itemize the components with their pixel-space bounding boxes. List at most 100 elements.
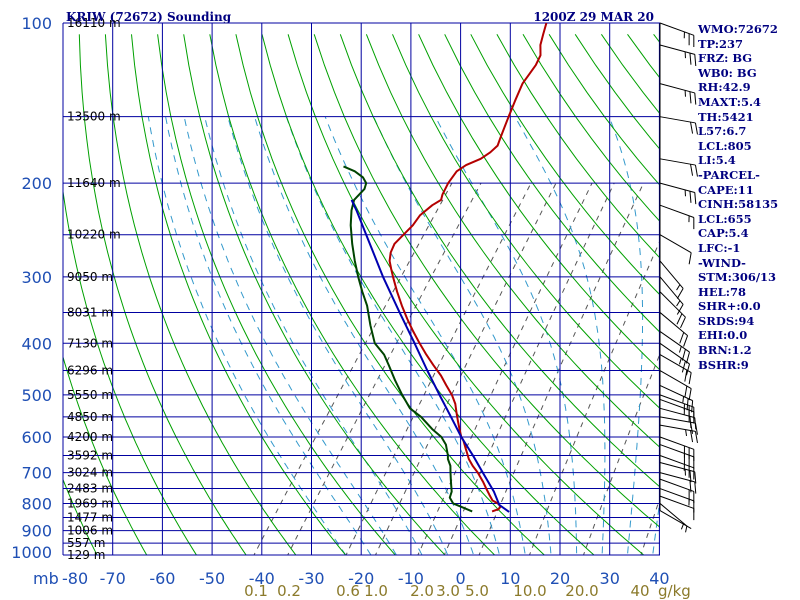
- index-item: LCL:655: [698, 211, 752, 226]
- mixing-ratio-label: 10.0: [513, 582, 546, 600]
- pressure-tick-label: 600: [21, 428, 52, 447]
- isobar-lines: [63, 22, 660, 556]
- parcel-path: [350, 199, 510, 513]
- index-item: LFC:-1: [698, 240, 741, 255]
- height-label: 7130 m: [67, 336, 113, 350]
- wind-barb-shaft: [659, 436, 694, 450]
- wind-barb-flag: [691, 400, 694, 413]
- index-item: MAXT:5.4: [698, 94, 761, 109]
- pressure-tick-label: 100: [21, 14, 52, 33]
- wind-barb-half-flag: [680, 523, 685, 530]
- wind-barb-shaft: [659, 291, 686, 318]
- wind-barb-shaft: [659, 182, 695, 193]
- dry-adiabat: [157, 34, 396, 555]
- mixing-ratio-label: 5.0: [465, 582, 489, 600]
- wind-barb: [659, 204, 695, 230]
- index-item: FRZ: BG: [698, 51, 753, 66]
- pressure-tick-label: 1000: [11, 543, 52, 562]
- wind-barb-flag: [689, 91, 692, 104]
- height-label: 5550 m: [67, 388, 113, 402]
- wind-barb-shaft: [659, 424, 696, 432]
- height-label: 4850 m: [67, 410, 113, 424]
- wind-barb-shaft: [659, 478, 694, 492]
- wind-barb-half-flag: [676, 284, 681, 291]
- wind-barb: [659, 455, 695, 480]
- dry-adiabat: [496, 34, 660, 259]
- temperature-tick-label: -30: [298, 569, 324, 588]
- wind-barb-shaft: [659, 204, 694, 218]
- wind-barb-flag: [694, 92, 697, 105]
- pressure-tick-label: 900: [21, 522, 52, 541]
- wind-barb-flag: [676, 288, 684, 299]
- height-label: 1477 m: [67, 510, 113, 524]
- wind-barb-flag: [676, 313, 683, 325]
- dry-adiabat: [339, 34, 660, 488]
- pressure-tick-label: 200: [21, 174, 52, 193]
- index-item: EHI:0.0: [698, 328, 748, 343]
- index-item: CINH:58135: [698, 197, 779, 212]
- moist-adiabat: [204, 116, 423, 555]
- dry-adiabat: [470, 34, 660, 296]
- pressure-tick-label: 300: [21, 268, 52, 287]
- dry-adiabat: [313, 34, 660, 529]
- station-title: KRIW (72672) Sounding: [66, 10, 232, 24]
- height-label: 1969 m: [67, 496, 113, 510]
- wind-barb-flag: [694, 431, 698, 443]
- wind-barb-shaft: [659, 488, 694, 502]
- wind-barb-flag: [684, 385, 688, 398]
- wind-barb-shaft: [659, 312, 688, 336]
- wind-barb: [659, 394, 695, 419]
- dewpoint-profile: [343, 165, 473, 513]
- wind-barb-half-flag: [685, 429, 688, 437]
- wind-barb-shaft: [659, 260, 684, 289]
- moist-adiabats: [147, 116, 660, 555]
- height-label: 1006 m: [67, 524, 113, 538]
- temperature-tick-label: 0: [456, 569, 466, 588]
- index-item: HEL:78: [698, 284, 746, 299]
- dry-adiabat: [131, 34, 347, 555]
- wind-barb-flag: [694, 164, 698, 177]
- wind-barb-shaft: [659, 83, 695, 94]
- pressure-tick-label: 700: [21, 464, 52, 483]
- wind-barb: [659, 44, 697, 67]
- dry-adiabat: [287, 34, 645, 555]
- wind-barb: [659, 291, 686, 329]
- wind-barb-half-flag: [682, 396, 685, 403]
- height-label: 557 m: [67, 536, 105, 550]
- wind-barb-shaft: [659, 503, 688, 527]
- height-label: 6296 m: [67, 364, 113, 378]
- dry-adiabat: [183, 34, 446, 555]
- wind-barb-shaft: [659, 234, 692, 254]
- height-label: 10220 m: [67, 228, 121, 242]
- temperature-tick-label: -50: [199, 569, 225, 588]
- index-item: WMO:72672: [698, 22, 778, 36]
- wind-barb-flag: [681, 349, 686, 361]
- temperature-tick-label: -60: [149, 569, 175, 588]
- dry-adiabat: [392, 34, 660, 410]
- pressure-unit-label: mb: [33, 569, 59, 588]
- wind-barb: [659, 424, 698, 443]
- index-item: SRDS:94: [698, 313, 755, 328]
- height-label: 9050 m: [67, 270, 113, 284]
- mixing-ratio-label: 0.6: [336, 582, 360, 600]
- wind-barb-shaft: [659, 116, 696, 124]
- wind-barb: [659, 472, 697, 494]
- moist-adiabat: [373, 116, 552, 555]
- height-label: 129 m: [67, 548, 105, 562]
- wind-barb-flag: [694, 192, 697, 205]
- wind-barb-flag: [694, 471, 697, 484]
- index-item: STM:306/13: [698, 270, 777, 285]
- wind-barb: [659, 116, 698, 135]
- temperature-profile: [388, 23, 548, 513]
- wind-barb-flag: [685, 351, 690, 364]
- wind-barb: [659, 22, 695, 48]
- index-item: RH:42.9: [698, 80, 751, 95]
- wind-barb-flag: [694, 122, 698, 135]
- temperature-tick-label: -40: [249, 569, 275, 588]
- wind-barb: [659, 312, 689, 347]
- mixing-ratio-line: [528, 239, 660, 555]
- mixing-ratio-label: 0.2: [277, 582, 301, 600]
- stability-indices-panel: WMO:72672 TP:237 FRZ: BG WB0: BG RH:42.9 MAXT…: [698, 22, 778, 372]
- wind-barb-shaft: [659, 495, 694, 509]
- wind-barb-half-flag: [678, 346, 682, 353]
